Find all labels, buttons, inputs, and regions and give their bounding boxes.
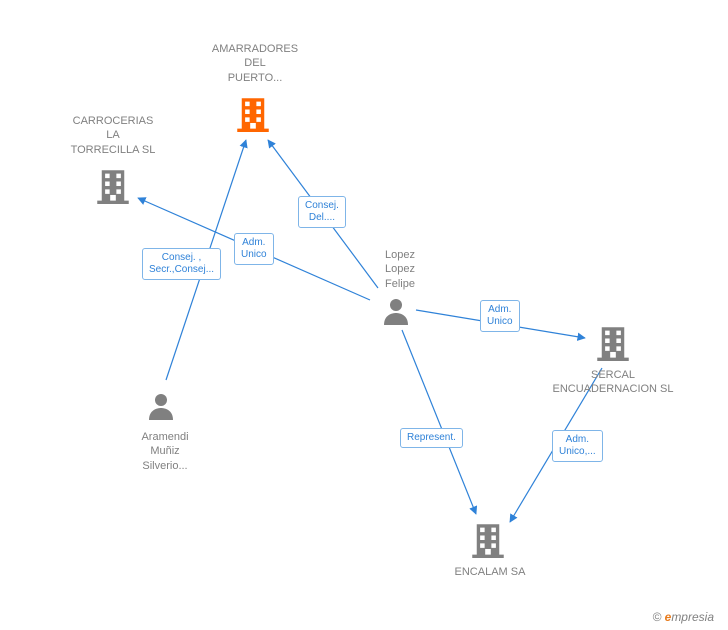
- watermark: © empresia: [652, 610, 714, 624]
- copyright-symbol: ©: [652, 610, 661, 624]
- edge-label[interactable]: Represent.: [400, 428, 463, 448]
- person-icon[interactable]: [380, 295, 412, 332]
- company-icon[interactable]: [595, 325, 631, 366]
- node-label: ENCALAM SA: [440, 565, 540, 579]
- person-icon[interactable]: [145, 390, 177, 427]
- edge-label[interactable]: Adm. Unico: [234, 233, 274, 265]
- company-icon[interactable]: [470, 522, 506, 563]
- brand-rest: mpresia: [671, 610, 714, 624]
- node-label: CARROCERIAS LA TORRECILLA SL: [58, 114, 168, 157]
- network-edges: [0, 0, 728, 630]
- edge-line: [402, 330, 476, 514]
- edge-label[interactable]: Adm. Unico: [480, 300, 520, 332]
- edge-label[interactable]: Adm. Unico,...: [552, 430, 603, 462]
- node-label: AMARRADORES DEL PUERTO...: [200, 42, 310, 85]
- company-icon[interactable]: [95, 168, 131, 209]
- company-icon[interactable]: [235, 96, 271, 137]
- edge-label[interactable]: Consej. , Secr.,Consej...: [142, 248, 221, 280]
- node-label: Aramendi Muñiz Silverio...: [125, 430, 205, 473]
- node-label: SERCAL ENCUADERNACION SL: [538, 368, 688, 397]
- edge-label[interactable]: Consej. Del....: [298, 196, 346, 228]
- node-label: Lopez Lopez Felipe: [370, 248, 430, 291]
